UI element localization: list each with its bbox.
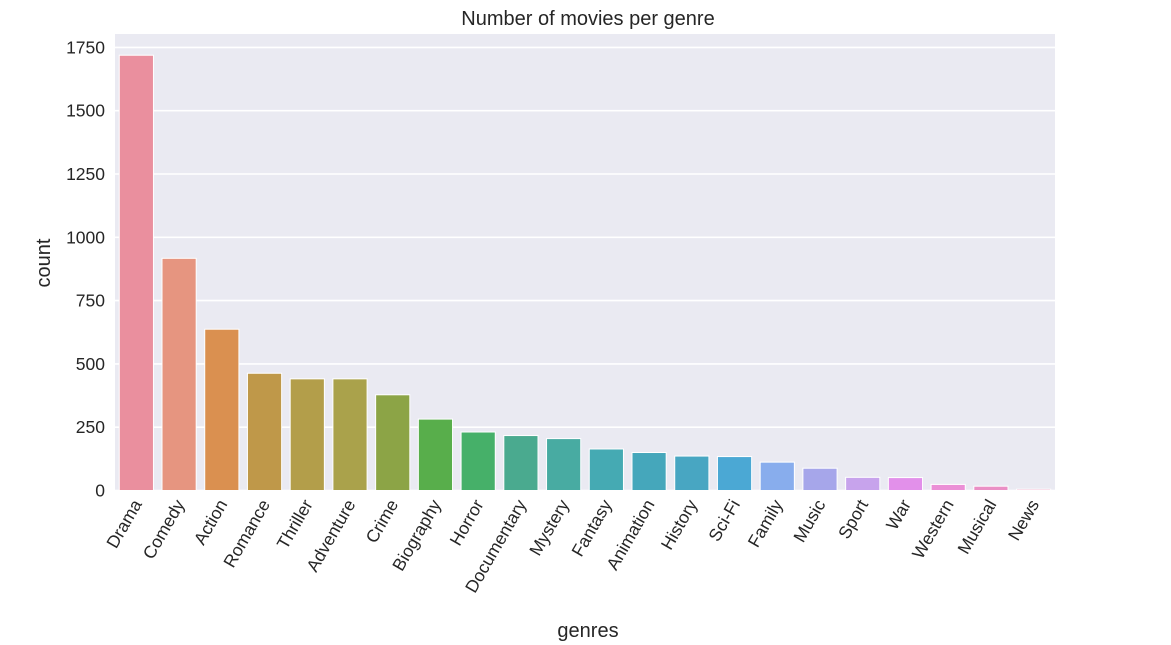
y-tick-label: 1250 — [66, 164, 105, 184]
bar-animation — [631, 452, 667, 491]
x-tick-label: War — [882, 496, 915, 533]
x-axis-label: genres — [557, 620, 618, 642]
bar-drama — [118, 54, 154, 491]
y-axis-label: count — [33, 238, 55, 287]
x-tick-label: News — [1004, 496, 1043, 544]
x-tick-label: Family — [744, 496, 787, 551]
x-tick-label: Drama — [102, 496, 146, 552]
y-tick-label: 0 — [95, 481, 105, 501]
bar-mystery — [546, 438, 582, 491]
x-tick-label: Mystery — [525, 496, 573, 559]
x-tick-label: Fantasy — [567, 496, 616, 560]
y-tick-label: 1750 — [66, 37, 105, 57]
bar-romance — [246, 372, 283, 491]
y-tick-label: 500 — [76, 354, 105, 374]
bar-biography — [417, 418, 454, 491]
x-tick-label: Comedy — [139, 496, 189, 563]
bar-horror — [460, 431, 496, 492]
y-tick-label: 250 — [76, 417, 105, 437]
bar-history — [674, 455, 710, 491]
bar-adventure — [332, 378, 368, 492]
y-tick-label: 1000 — [66, 227, 105, 247]
x-tick-label: Musical — [953, 496, 1000, 557]
bar-thriller — [289, 378, 325, 492]
bar-action — [204, 328, 240, 492]
bar-sport — [845, 476, 881, 491]
x-tick-label: History — [657, 496, 702, 553]
bars — [118, 54, 1052, 492]
y-tick-label: 750 — [76, 291, 105, 311]
y-tick-labels: 0 250 500 750 1000 1250 1500 1750 — [66, 37, 105, 500]
bar-fantasy — [588, 448, 624, 491]
bar-musical — [973, 485, 1009, 491]
x-tick-label: Action — [190, 496, 232, 548]
y-tick-label: 1500 — [66, 101, 105, 121]
x-tick-label: Crime — [362, 496, 403, 546]
x-tick-label: Thriller — [273, 496, 317, 552]
chart-title: Number of movies per genre — [461, 8, 714, 30]
bar-sci-fi — [716, 456, 753, 491]
bar-documentary — [503, 435, 539, 492]
bar-war — [887, 477, 924, 491]
bar-family — [759, 461, 795, 492]
x-tick-label: Western — [908, 496, 958, 562]
x-tick-label: Sport — [834, 496, 872, 542]
bar-crime — [375, 394, 411, 492]
bar-news — [1016, 488, 1052, 492]
x-tick-label: Sci-Fi — [704, 496, 744, 545]
bar-music — [802, 467, 838, 492]
x-tick-label: Music — [789, 496, 829, 546]
bar-comedy — [161, 257, 197, 492]
x-tick-label: Horror — [446, 496, 488, 549]
bar-western — [930, 483, 966, 491]
